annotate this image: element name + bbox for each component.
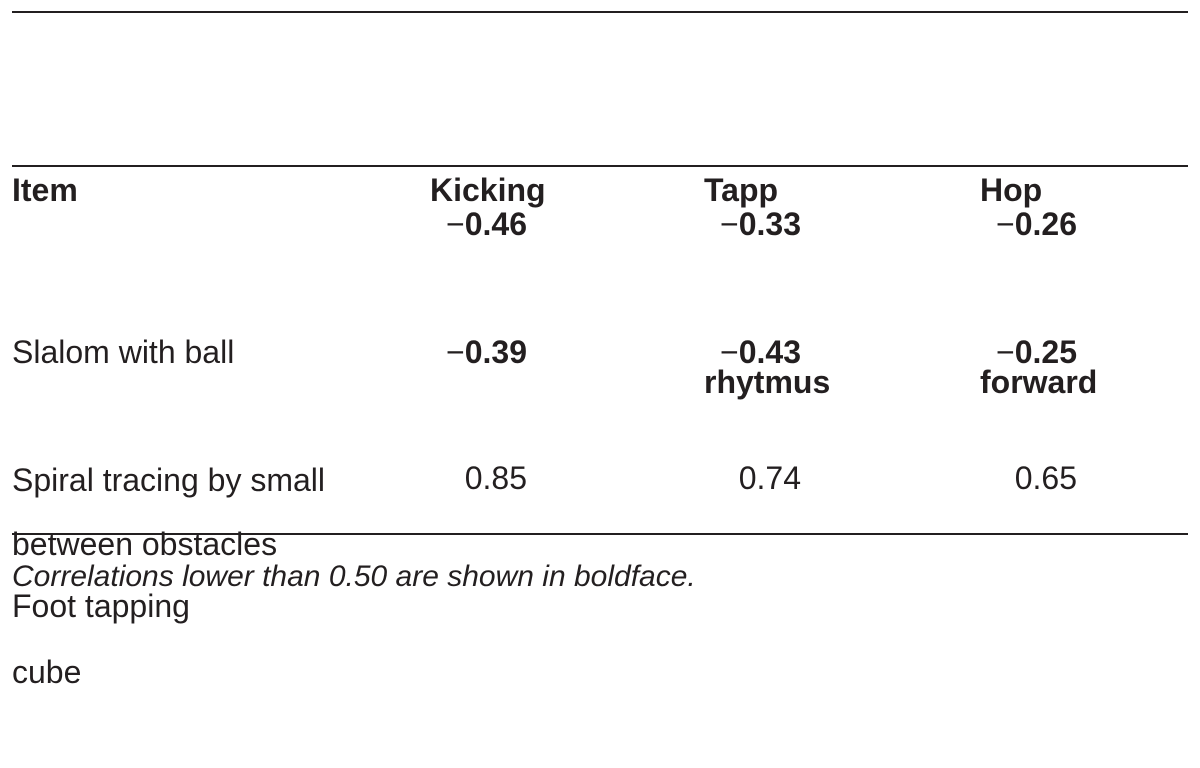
table-cell-value: 0.74	[738, 460, 801, 496]
table-cell-value: −0.46	[446, 206, 527, 242]
table-cell-value: −0.26	[996, 206, 1077, 242]
header-item: Item	[12, 172, 78, 208]
table-top-rule	[12, 11, 1188, 13]
table-bottom-rule	[12, 533, 1188, 535]
table-cell-value: −0.33	[720, 206, 801, 242]
table-cell-value: −0.39	[446, 334, 527, 370]
table-footnote: Correlations lower than 0.50 are shown i…	[12, 560, 696, 593]
table-cell-value: 0.85	[464, 460, 527, 496]
table-header-rule	[12, 165, 1188, 167]
table-cell-value: 0.65	[1014, 460, 1077, 496]
table-cell-value: −0.25	[996, 334, 1077, 370]
table-row-item: Slalom with ball between obstacles	[12, 334, 278, 562]
header-tapp-rhytmus: Tapp rhytmus	[704, 172, 831, 400]
header-kicking: Kicking	[430, 172, 546, 208]
header-hop-forward: Hop forward	[980, 172, 1098, 400]
table-cell-value: −0.43	[720, 334, 801, 370]
